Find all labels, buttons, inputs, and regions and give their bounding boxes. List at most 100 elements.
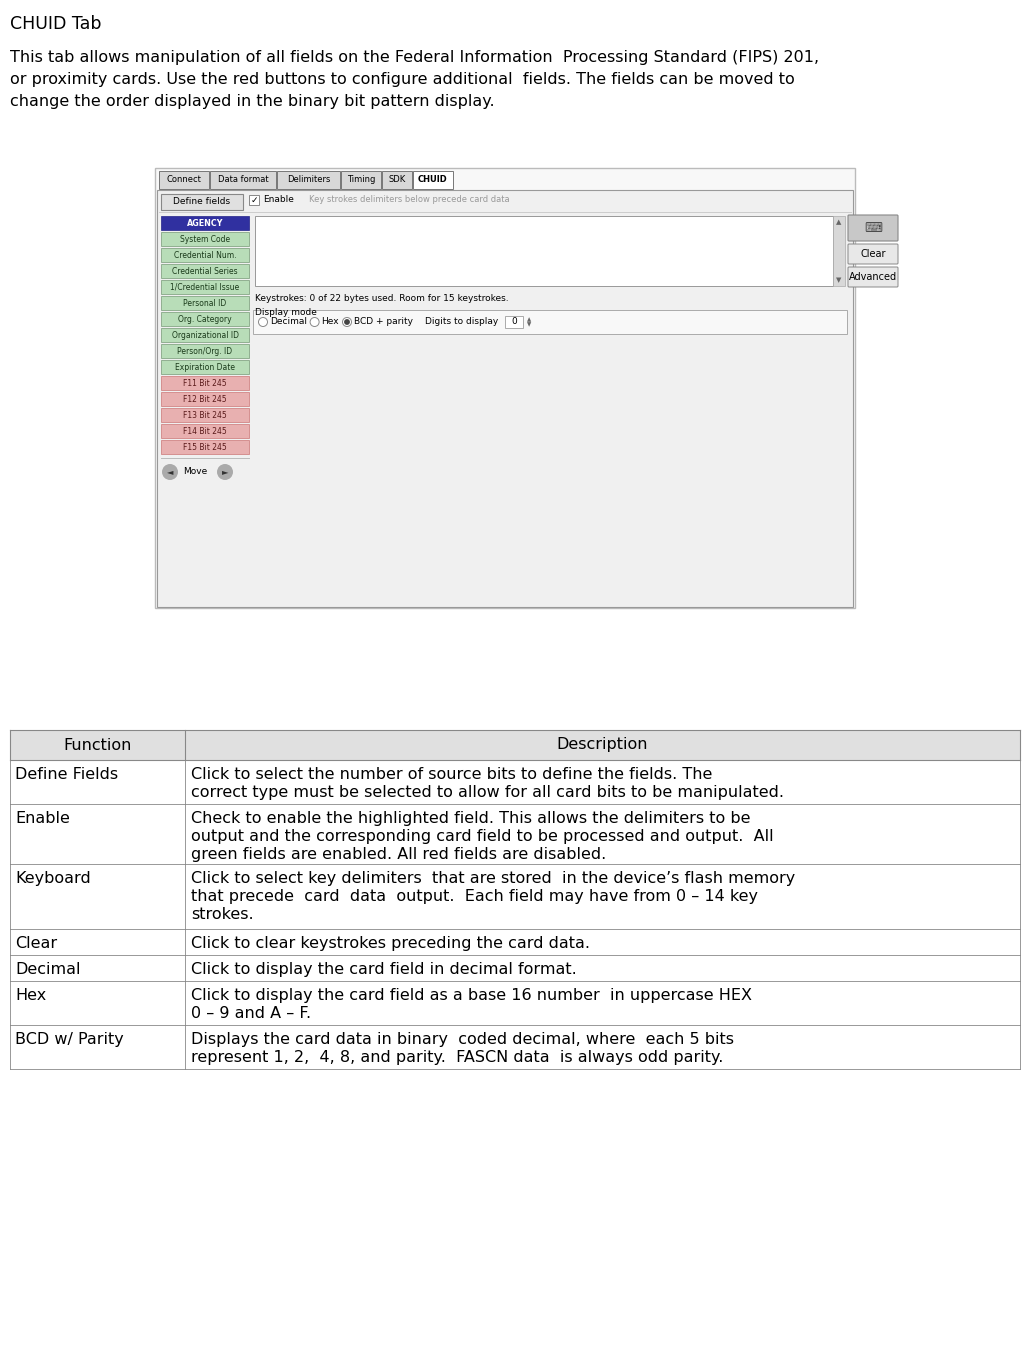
Bar — [161, 360, 249, 374]
Bar — [161, 264, 249, 278]
Text: Click to display the card field as a base 16 number  in uppercase HEX: Click to display the card field as a bas… — [191, 989, 752, 1003]
Bar — [210, 171, 276, 190]
Bar — [10, 730, 1020, 760]
Bar — [10, 981, 1020, 1025]
Text: Credential Series: Credential Series — [172, 266, 238, 276]
Text: or proximity cards. Use the red buttons to configure additional  fields. The fie: or proximity cards. Use the red buttons … — [10, 73, 795, 87]
Bar — [10, 1025, 1020, 1069]
Text: change the order displayed in the binary bit pattern display.: change the order displayed in the binary… — [10, 94, 494, 109]
Bar — [10, 929, 1020, 955]
Text: CHUID: CHUID — [418, 175, 448, 184]
Bar — [253, 309, 847, 334]
Bar — [161, 280, 249, 295]
Text: SDK: SDK — [388, 175, 406, 184]
Bar — [161, 328, 249, 342]
Text: Description: Description — [557, 737, 648, 752]
Text: Connect: Connect — [167, 175, 202, 184]
Text: BCD + parity: BCD + parity — [354, 317, 413, 327]
Bar — [833, 217, 845, 286]
Text: Delimiters: Delimiters — [286, 175, 331, 184]
Text: Timing: Timing — [347, 175, 375, 184]
Text: Move: Move — [183, 468, 207, 476]
Text: Click to display the card field in decimal format.: Click to display the card field in decim… — [191, 962, 577, 976]
Text: This tab allows manipulation of all fields on the Federal Information  Processin: This tab allows manipulation of all fiel… — [10, 50, 819, 65]
Text: Clear: Clear — [860, 249, 886, 260]
Text: Decimal: Decimal — [270, 317, 307, 327]
Text: Organizational ID: Organizational ID — [172, 331, 239, 339]
Text: F13 Bit 245: F13 Bit 245 — [183, 410, 227, 420]
Circle shape — [217, 464, 233, 480]
Text: BCD w/ Parity: BCD w/ Parity — [15, 1032, 124, 1046]
Circle shape — [162, 464, 178, 480]
Text: Click to clear keystrokes preceding the card data.: Click to clear keystrokes preceding the … — [191, 936, 590, 951]
Bar — [161, 312, 249, 325]
Bar — [161, 344, 249, 358]
Bar — [161, 247, 249, 262]
Bar — [161, 231, 249, 246]
Text: Displays the card data in binary  coded decimal, where  each 5 bits: Displays the card data in binary coded d… — [191, 1032, 734, 1046]
Text: Function: Function — [63, 737, 132, 752]
Text: Advanced: Advanced — [849, 272, 897, 282]
Text: output and the corresponding card field to be processed and output.  All: output and the corresponding card field … — [191, 829, 774, 845]
Text: Decimal: Decimal — [15, 962, 80, 976]
Circle shape — [259, 317, 268, 327]
Bar — [161, 296, 249, 309]
Bar — [382, 171, 412, 190]
Text: Credential Num.: Credential Num. — [174, 250, 236, 260]
Text: Hex: Hex — [15, 989, 46, 1003]
Bar — [161, 194, 243, 210]
Bar — [277, 171, 340, 190]
FancyBboxPatch shape — [848, 268, 898, 286]
Bar — [10, 955, 1020, 981]
Text: ◄: ◄ — [167, 468, 173, 476]
Text: ▼: ▼ — [836, 277, 842, 282]
Bar — [161, 377, 249, 390]
Text: Data format: Data format — [217, 175, 268, 184]
Text: Person/Org. ID: Person/Org. ID — [177, 347, 233, 355]
Bar — [161, 440, 249, 455]
Text: Clear: Clear — [15, 936, 57, 951]
Text: F14 Bit 245: F14 Bit 245 — [183, 426, 227, 436]
Bar — [161, 408, 249, 422]
Circle shape — [310, 317, 319, 327]
Text: Display mode: Display mode — [255, 308, 317, 317]
Text: that precede  card  data  output.  Each field may have from 0 – 14 key: that precede card data output. Each fiel… — [191, 889, 758, 904]
Bar — [10, 804, 1020, 863]
Text: ►: ► — [221, 468, 229, 476]
Text: F15 Bit 245: F15 Bit 245 — [183, 443, 227, 452]
Circle shape — [343, 317, 351, 327]
Text: 0: 0 — [511, 317, 517, 327]
Text: ✓: ✓ — [250, 195, 258, 204]
Text: Digits to display: Digits to display — [424, 317, 497, 327]
Circle shape — [345, 320, 349, 324]
Text: CHUID Tab: CHUID Tab — [10, 15, 102, 34]
Text: Org. Category: Org. Category — [178, 315, 232, 324]
Text: represent 1, 2,  4, 8, and parity.  FASCN data  is always odd parity.: represent 1, 2, 4, 8, and parity. FASCN … — [191, 1050, 723, 1065]
Text: strokes.: strokes. — [191, 907, 253, 923]
Text: green fields are enabled. All red fields are disabled.: green fields are enabled. All red fields… — [191, 847, 607, 862]
Text: Check to enable the highlighted field. This allows the delimiters to be: Check to enable the highlighted field. T… — [191, 811, 751, 826]
Bar — [10, 863, 1020, 929]
Text: ▼: ▼ — [527, 323, 531, 327]
FancyBboxPatch shape — [848, 243, 898, 264]
Text: Key strokes delimiters below precede card data: Key strokes delimiters below precede car… — [309, 195, 510, 204]
Text: 1/Credential Issue: 1/Credential Issue — [170, 282, 240, 292]
Bar — [161, 217, 249, 230]
Bar — [249, 195, 259, 204]
Bar — [159, 171, 209, 190]
Text: Click to select the number of source bits to define the fields. The: Click to select the number of source bit… — [191, 767, 713, 781]
FancyBboxPatch shape — [848, 215, 898, 241]
Text: ▲: ▲ — [836, 219, 842, 225]
Bar — [341, 171, 381, 190]
Bar — [161, 391, 249, 406]
Text: ▲: ▲ — [527, 317, 531, 323]
Text: Personal ID: Personal ID — [183, 299, 227, 308]
Text: 0 – 9 and A – F.: 0 – 9 and A – F. — [191, 1006, 311, 1021]
Text: Define fields: Define fields — [173, 198, 231, 207]
Bar — [10, 760, 1020, 804]
Text: correct type must be selected to allow for all card bits to be manipulated.: correct type must be selected to allow f… — [191, 785, 784, 800]
Bar — [255, 217, 833, 286]
Text: System Code: System Code — [180, 234, 230, 243]
Text: Expiration Date: Expiration Date — [175, 363, 235, 371]
Text: Click to select key delimiters  that are stored  in the device’s flash memory: Click to select key delimiters that are … — [191, 872, 795, 886]
